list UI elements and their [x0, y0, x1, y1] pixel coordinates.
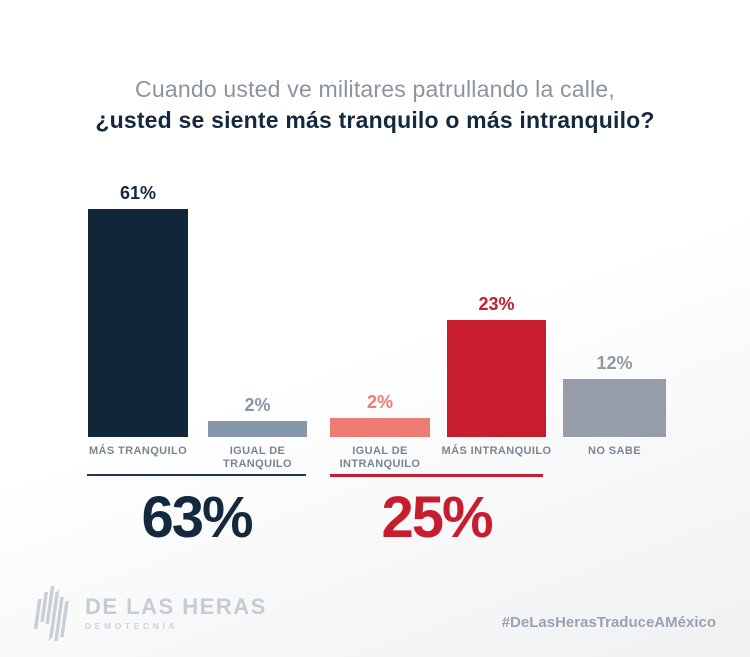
hashtag: #DeLasHerasTraduceAMéxico	[501, 614, 716, 631]
group-total-value: 63%	[141, 485, 253, 550]
delasheras-logo-icon	[33, 586, 69, 641]
bar-value-label: 2%	[244, 395, 271, 415]
bar-category-label: IGUAL DE INTRANQUILO	[339, 445, 421, 470]
title-intro-line: Cuando usted ve militares patrullando la…	[135, 76, 615, 102]
bar	[88, 209, 188, 437]
group-total-value: 25%	[381, 485, 493, 550]
bar	[330, 418, 430, 437]
delasheras-logo: DE LAS HERAS DEMOTECNIA	[32, 585, 267, 641]
bar-value-label: 61%	[119, 183, 157, 203]
logo-subtitle: DEMOTECNIA	[85, 620, 179, 631]
bar	[447, 320, 546, 437]
bar-category-label: IGUAL DE TRANQUILO	[223, 445, 292, 470]
bar-category-label: MÁS TRANQUILO	[88, 445, 188, 457]
bar	[208, 421, 307, 437]
bar-value-label: 23%	[478, 294, 515, 314]
logo-name: DE LAS HERAS	[85, 593, 267, 619]
title-question-line: ¿usted se siente más tranquilo o más int…	[95, 107, 655, 133]
bar-category-label: NO SABE	[588, 445, 641, 457]
bar-value-label: 12%	[596, 353, 633, 373]
group-underline	[87, 474, 306, 476]
group-underline	[330, 474, 543, 477]
bar-value-label: 2%	[366, 392, 393, 412]
logo-text: DE LAS HERAS DEMOTECNIA	[85, 593, 267, 631]
bar	[563, 379, 666, 437]
bar-category-label: MÁS INTRANQUILO	[441, 445, 552, 457]
chart-title: Cuando usted ve militares patrullando la…	[0, 76, 750, 134]
